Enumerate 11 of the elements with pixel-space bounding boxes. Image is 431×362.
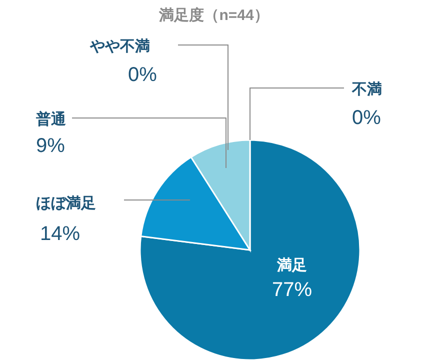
slice-label: 普通 <box>35 110 67 128</box>
category-label: 不満 <box>352 81 382 98</box>
slice-label: ほぼ満足 <box>36 195 96 212</box>
data-label: 14% <box>40 223 80 245</box>
data-label: 77% <box>272 279 312 301</box>
category-label: やや不満 <box>90 38 150 55</box>
slice-label: 満足 <box>276 257 307 274</box>
text: 0% <box>128 64 157 86</box>
chart-title: 満足度（n=44） <box>158 6 269 24</box>
data-label: 9% <box>36 135 66 157</box>
text: 0% <box>352 107 381 129</box>
